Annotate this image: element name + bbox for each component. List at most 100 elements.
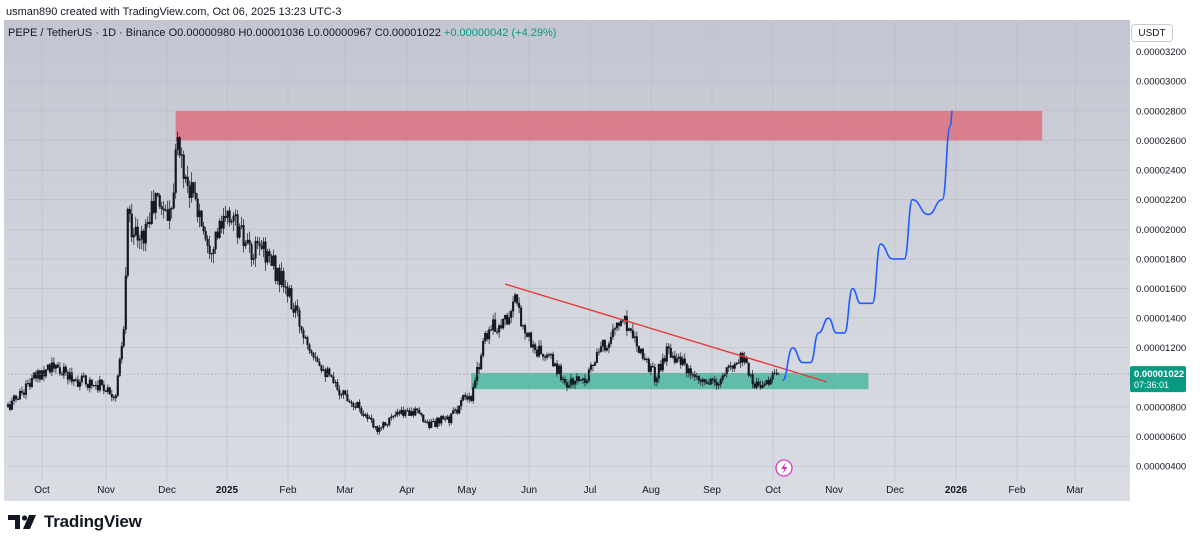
candle xyxy=(12,394,16,406)
ohlc-open: O0.00000980 xyxy=(168,27,236,39)
x-tick-label: Nov xyxy=(825,485,843,496)
candle xyxy=(504,314,507,326)
candle xyxy=(595,348,599,364)
candle xyxy=(192,181,195,198)
tradingview-logo[interactable]: TradingView xyxy=(8,512,142,532)
candle xyxy=(565,379,569,392)
candle xyxy=(547,352,551,358)
candle xyxy=(494,312,497,332)
candle xyxy=(581,377,585,384)
candle xyxy=(144,219,147,252)
price-axis: 0.00003200 0.00003000 0.00002800 0.00002600… xyxy=(1130,20,1196,501)
chart-area[interactable] xyxy=(4,20,1196,501)
candle xyxy=(669,343,672,359)
x-tick-label: Oct xyxy=(765,485,781,496)
candle xyxy=(260,240,263,251)
candle xyxy=(116,374,119,398)
candle xyxy=(166,200,169,221)
candle xyxy=(687,365,690,378)
candle xyxy=(615,322,618,332)
candle xyxy=(168,200,171,230)
candle xyxy=(743,351,746,365)
candle xyxy=(685,363,688,378)
candle xyxy=(278,264,281,293)
candle xyxy=(246,233,249,245)
candle xyxy=(751,369,754,389)
candle xyxy=(356,401,359,408)
candle xyxy=(224,205,227,222)
candle xyxy=(508,311,511,326)
candle xyxy=(695,372,698,380)
candle xyxy=(322,365,325,372)
candle xyxy=(304,335,307,339)
candle xyxy=(557,363,561,375)
lightning-icon[interactable] xyxy=(775,459,793,477)
candle xyxy=(647,357,650,373)
candle xyxy=(488,326,491,345)
candle xyxy=(408,407,411,417)
x-tick-label: Feb xyxy=(279,485,297,496)
x-tick-label: Mar xyxy=(1066,485,1084,496)
y-tick-label: 0.00001600 xyxy=(1136,284,1186,295)
candle xyxy=(344,390,347,396)
candle xyxy=(394,411,397,418)
candle xyxy=(402,406,405,419)
x-tick-label: Dec xyxy=(886,485,904,496)
candle xyxy=(220,215,223,234)
candle xyxy=(771,370,774,383)
candle xyxy=(649,363,652,376)
candle xyxy=(713,375,716,387)
candle xyxy=(110,389,113,402)
candle xyxy=(156,192,159,198)
candle xyxy=(310,349,313,356)
candle xyxy=(739,352,742,369)
candle xyxy=(118,357,121,378)
candle xyxy=(703,378,706,386)
candle xyxy=(428,419,431,430)
candle xyxy=(152,189,155,215)
candle xyxy=(657,363,660,384)
candle xyxy=(90,379,93,390)
candle xyxy=(418,407,421,414)
candle xyxy=(446,414,449,420)
candle xyxy=(338,385,341,400)
candle xyxy=(719,377,722,388)
candle xyxy=(122,325,125,349)
candle xyxy=(438,417,441,427)
candle xyxy=(366,412,369,422)
x-tick-label: Apr xyxy=(399,485,415,496)
candle xyxy=(653,363,656,387)
candle xyxy=(238,223,241,240)
candle xyxy=(184,174,187,183)
candle xyxy=(132,228,135,245)
candle xyxy=(639,348,642,355)
candle xyxy=(404,408,407,418)
currency-button[interactable]: USDT xyxy=(1131,24,1173,42)
candle xyxy=(458,405,461,415)
candle xyxy=(414,406,417,417)
candle xyxy=(56,361,59,368)
candle xyxy=(699,378,702,386)
candle xyxy=(462,394,465,402)
candle xyxy=(258,237,261,256)
candle xyxy=(216,227,219,240)
candle xyxy=(486,330,489,342)
candle xyxy=(288,285,291,298)
candle xyxy=(58,362,61,376)
candle xyxy=(498,323,501,338)
candle xyxy=(318,358,321,367)
candle xyxy=(386,423,389,428)
candle xyxy=(541,353,545,361)
candle xyxy=(567,380,571,389)
candle xyxy=(643,353,646,361)
candle xyxy=(284,280,287,295)
candle xyxy=(532,340,535,353)
ohlc-change: +0.00000042 (+4.29%) xyxy=(443,27,557,39)
candle xyxy=(262,237,265,258)
y-tick-label: 0.00000800 xyxy=(1136,402,1186,413)
candle xyxy=(320,364,323,374)
candle xyxy=(88,376,91,393)
candle xyxy=(406,407,409,412)
candle xyxy=(530,331,533,348)
